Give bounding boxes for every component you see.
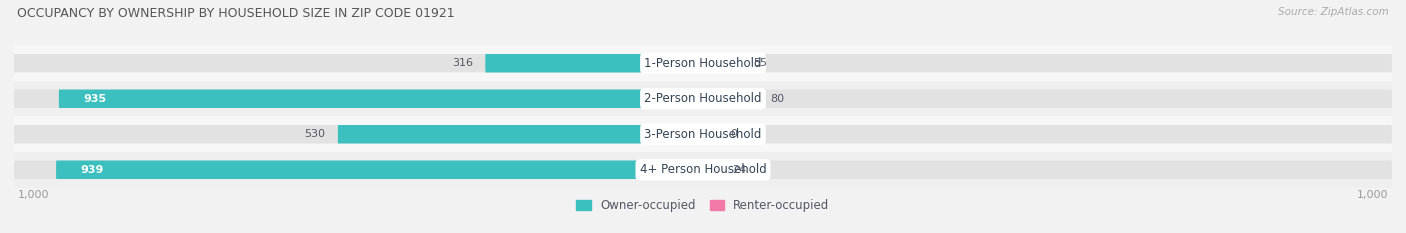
FancyBboxPatch shape <box>703 54 741 72</box>
Text: 4+ Person Household: 4+ Person Household <box>640 163 766 176</box>
Text: 24: 24 <box>733 165 747 175</box>
Text: 939: 939 <box>80 165 104 175</box>
Bar <box>14 152 1392 188</box>
FancyBboxPatch shape <box>56 161 703 179</box>
FancyBboxPatch shape <box>14 161 1392 179</box>
FancyBboxPatch shape <box>703 125 724 144</box>
FancyBboxPatch shape <box>14 54 1392 72</box>
FancyBboxPatch shape <box>337 125 703 144</box>
Text: Source: ZipAtlas.com: Source: ZipAtlas.com <box>1278 7 1389 17</box>
FancyBboxPatch shape <box>59 89 703 108</box>
FancyBboxPatch shape <box>14 125 1392 144</box>
Text: 2-Person Household: 2-Person Household <box>644 92 762 105</box>
Text: 530: 530 <box>305 129 325 139</box>
Text: 80: 80 <box>770 94 785 104</box>
Text: 0: 0 <box>731 129 738 139</box>
Text: 1-Person Household: 1-Person Household <box>644 57 762 70</box>
Text: 1,000: 1,000 <box>1357 190 1389 200</box>
Text: 316: 316 <box>451 58 472 68</box>
Text: 1,000: 1,000 <box>17 190 49 200</box>
Legend: Owner-occupied, Renter-occupied: Owner-occupied, Renter-occupied <box>576 199 830 212</box>
Bar <box>14 81 1392 116</box>
FancyBboxPatch shape <box>703 161 720 179</box>
FancyBboxPatch shape <box>703 89 758 108</box>
Text: 3-Person Household: 3-Person Household <box>644 128 762 141</box>
Bar <box>14 45 1392 81</box>
Text: 935: 935 <box>83 94 105 104</box>
Text: OCCUPANCY BY OWNERSHIP BY HOUSEHOLD SIZE IN ZIP CODE 01921: OCCUPANCY BY OWNERSHIP BY HOUSEHOLD SIZE… <box>17 7 454 20</box>
Bar <box>14 116 1392 152</box>
Text: 55: 55 <box>754 58 768 68</box>
FancyBboxPatch shape <box>485 54 703 72</box>
FancyBboxPatch shape <box>14 89 1392 108</box>
